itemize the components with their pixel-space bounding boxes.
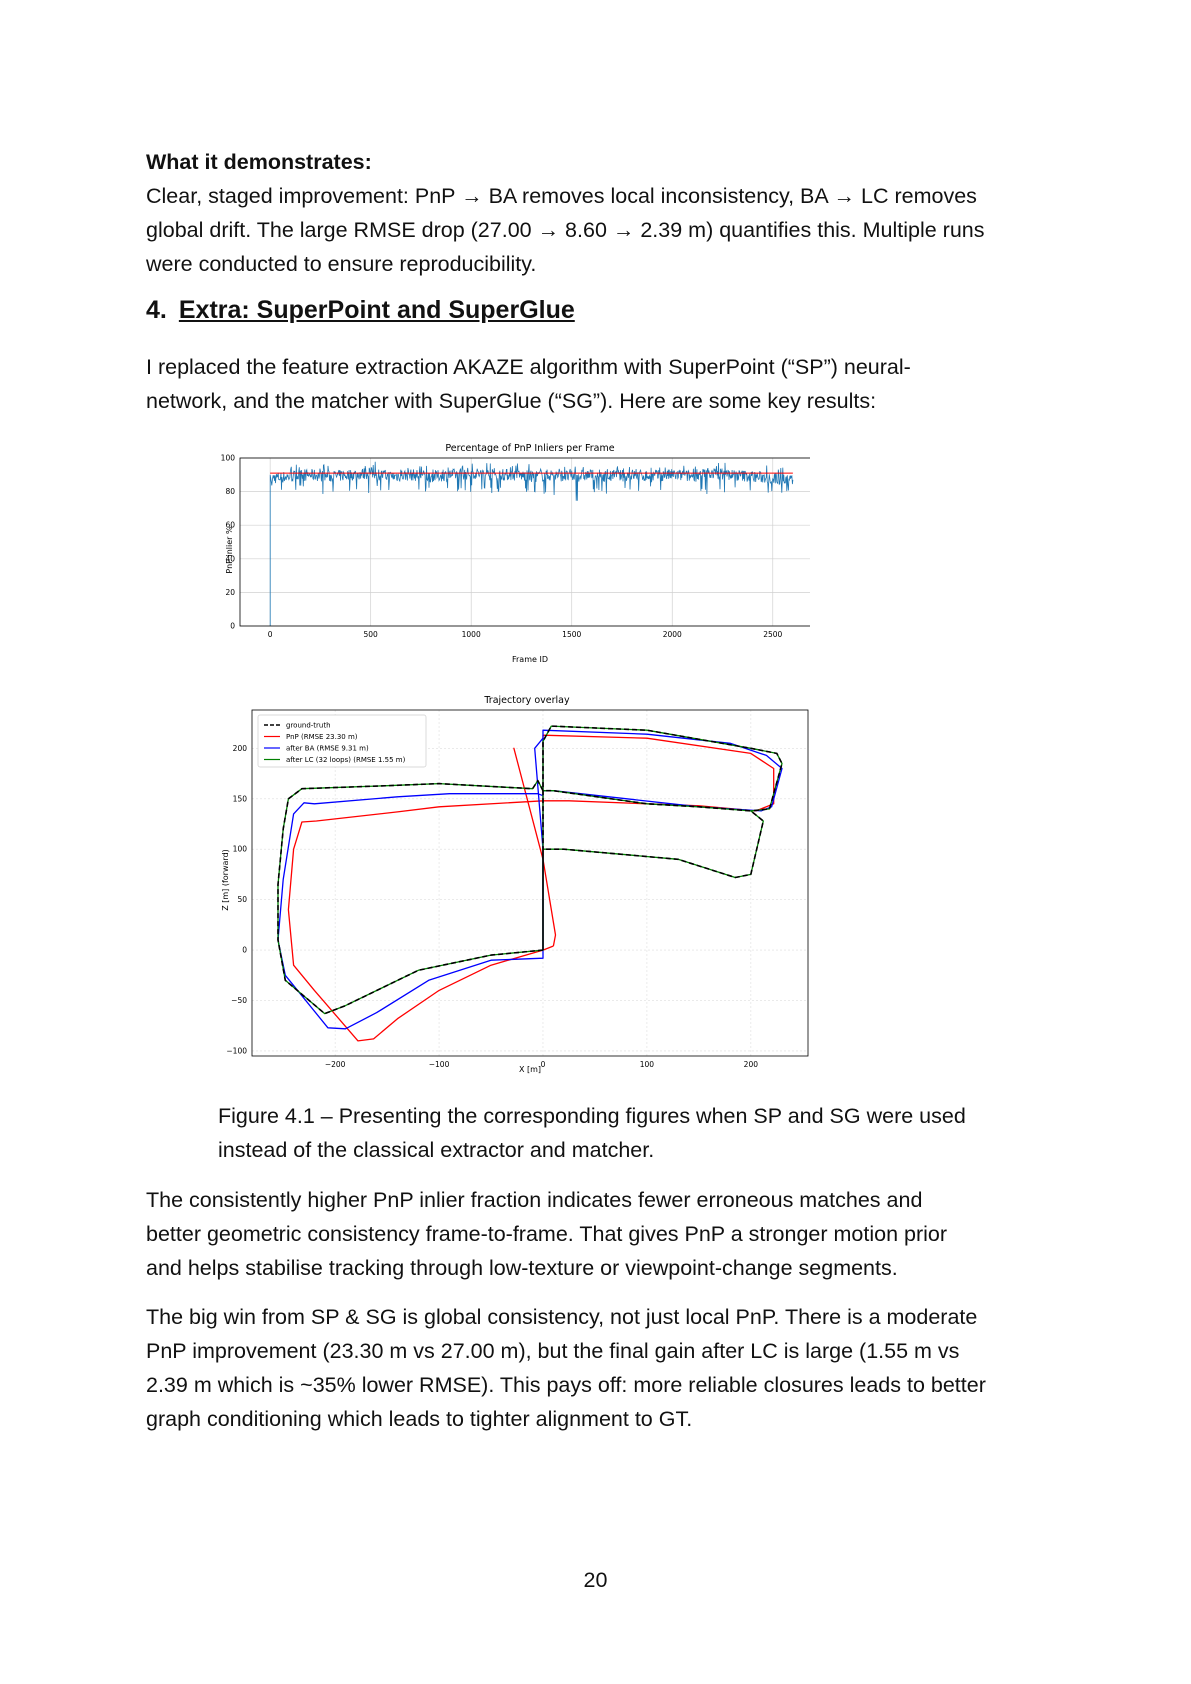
y-tick-label: 50 bbox=[237, 895, 247, 904]
legend-box bbox=[257, 714, 427, 768]
intro-line: I replaced the feature extraction AKAZE … bbox=[146, 355, 911, 379]
plot-frame bbox=[239, 457, 810, 627]
paragraph-global: The big win from SP & SG is global consi… bbox=[146, 1300, 1051, 1436]
inlier-series-line bbox=[269, 461, 794, 626]
x-tick-label: 2500 bbox=[763, 630, 782, 639]
para-line: The consistently higher PnP inlier fract… bbox=[146, 1188, 923, 1212]
x-tick-label: 1000 bbox=[462, 630, 481, 639]
trajectory-series-1 bbox=[287, 734, 775, 1042]
page-number: 20 bbox=[583, 1568, 608, 1592]
para-line: The big win from SP & SG is global consi… bbox=[146, 1305, 978, 1329]
trajectory-series-3 bbox=[277, 725, 783, 1015]
y-tick-label: 40 bbox=[225, 554, 235, 563]
y-tick-label: 60 bbox=[225, 521, 235, 530]
para-line: PnP improvement (23.30 m vs 27.00 m), bu… bbox=[146, 1339, 960, 1363]
section-number: 4. bbox=[146, 296, 167, 324]
legend-label: PnP (RMSE 23.30 m) bbox=[286, 733, 358, 741]
intro-paragraph: I replaced the feature extraction AKAZE … bbox=[146, 350, 1051, 418]
y-tick-label: 80 bbox=[225, 487, 235, 496]
inlier-chart: Percentage of PnP Inliers per Frame PnP … bbox=[221, 443, 810, 664]
legend-label: ground-truth bbox=[286, 722, 331, 730]
demo-text: Clear, staged improvement: PnP → BA remo… bbox=[146, 179, 1051, 281]
paragraph-inlier: The consistently higher PnP inlier fract… bbox=[146, 1183, 1051, 1285]
y-tick-label: −100 bbox=[226, 1046, 247, 1055]
x-axis-label: Frame ID bbox=[512, 655, 548, 664]
trajectory-series-0 bbox=[277, 725, 783, 1015]
para-line: 2.39 m which is ~35% lower RMSE). This p… bbox=[146, 1373, 986, 1397]
x-tick-label: 2000 bbox=[663, 630, 682, 639]
x-axis-label: X [m] bbox=[519, 1065, 541, 1074]
x-tick-label: 500 bbox=[364, 630, 379, 639]
x-tick-label: 100 bbox=[640, 1060, 655, 1069]
demo-line: global drift. The large RMSE drop (27.00… bbox=[146, 218, 985, 242]
section-title: Extra: SuperPoint and SuperGlue bbox=[178, 296, 575, 324]
y-tick-label: 0 bbox=[230, 622, 235, 631]
trajectory-series-2 bbox=[277, 729, 783, 1030]
demo-line: Clear, staged improvement: PnP → BA remo… bbox=[146, 184, 977, 208]
intro-line: network, and the matcher with SuperGlue … bbox=[146, 389, 877, 413]
y-axis-label: PnP inlier % bbox=[225, 526, 234, 574]
legend-label: after LC (32 loops) (RMSE 1.55 m) bbox=[286, 756, 406, 764]
figure-caption: Figure 4.1 – Presenting the correspondin… bbox=[218, 1099, 1038, 1167]
x-tick-label: 200 bbox=[744, 1060, 759, 1069]
x-tick-label: −100 bbox=[429, 1060, 450, 1069]
x-tick-label: 0 bbox=[541, 1060, 546, 1069]
y-tick-label: 150 bbox=[233, 794, 248, 803]
caption-line: instead of the classical extractor and m… bbox=[218, 1138, 655, 1162]
demo-line: were conducted to ensure reproducibility… bbox=[146, 252, 537, 276]
legend-label: after BA (RMSE 9.31 m) bbox=[286, 745, 369, 753]
y-tick-label: 100 bbox=[233, 845, 248, 854]
caption-line: Figure 4.1 – Presenting the correspondin… bbox=[218, 1104, 966, 1128]
y-tick-label: 100 bbox=[221, 454, 236, 463]
section-heading: 4. Extra: SuperPoint and SuperGlue bbox=[146, 296, 575, 325]
para-line: graph conditioning which leads to tighte… bbox=[146, 1407, 693, 1431]
y-tick-label: 200 bbox=[233, 744, 248, 753]
x-tick-label: −200 bbox=[325, 1060, 346, 1069]
chart-title: Percentage of PnP Inliers per Frame bbox=[445, 443, 614, 454]
demo-label: What it demonstrates: bbox=[146, 150, 372, 174]
trajectory-chart: Trajectory overlay Z [m] (forward) X [m]… bbox=[221, 695, 809, 1074]
x-tick-label: 0 bbox=[268, 630, 273, 639]
y-axis-label: Z [m] (forward) bbox=[221, 849, 230, 911]
x-tick-label: 1500 bbox=[562, 630, 581, 639]
y-tick-label: 20 bbox=[225, 588, 235, 597]
y-tick-label: 0 bbox=[242, 946, 247, 955]
plot-frame bbox=[251, 709, 809, 1057]
y-tick-label: −50 bbox=[231, 996, 247, 1005]
chart-title: Trajectory overlay bbox=[483, 695, 570, 706]
para-line: better geometric consistency frame-to-fr… bbox=[146, 1222, 948, 1246]
para-line: and helps stabilise tracking through low… bbox=[146, 1256, 898, 1280]
